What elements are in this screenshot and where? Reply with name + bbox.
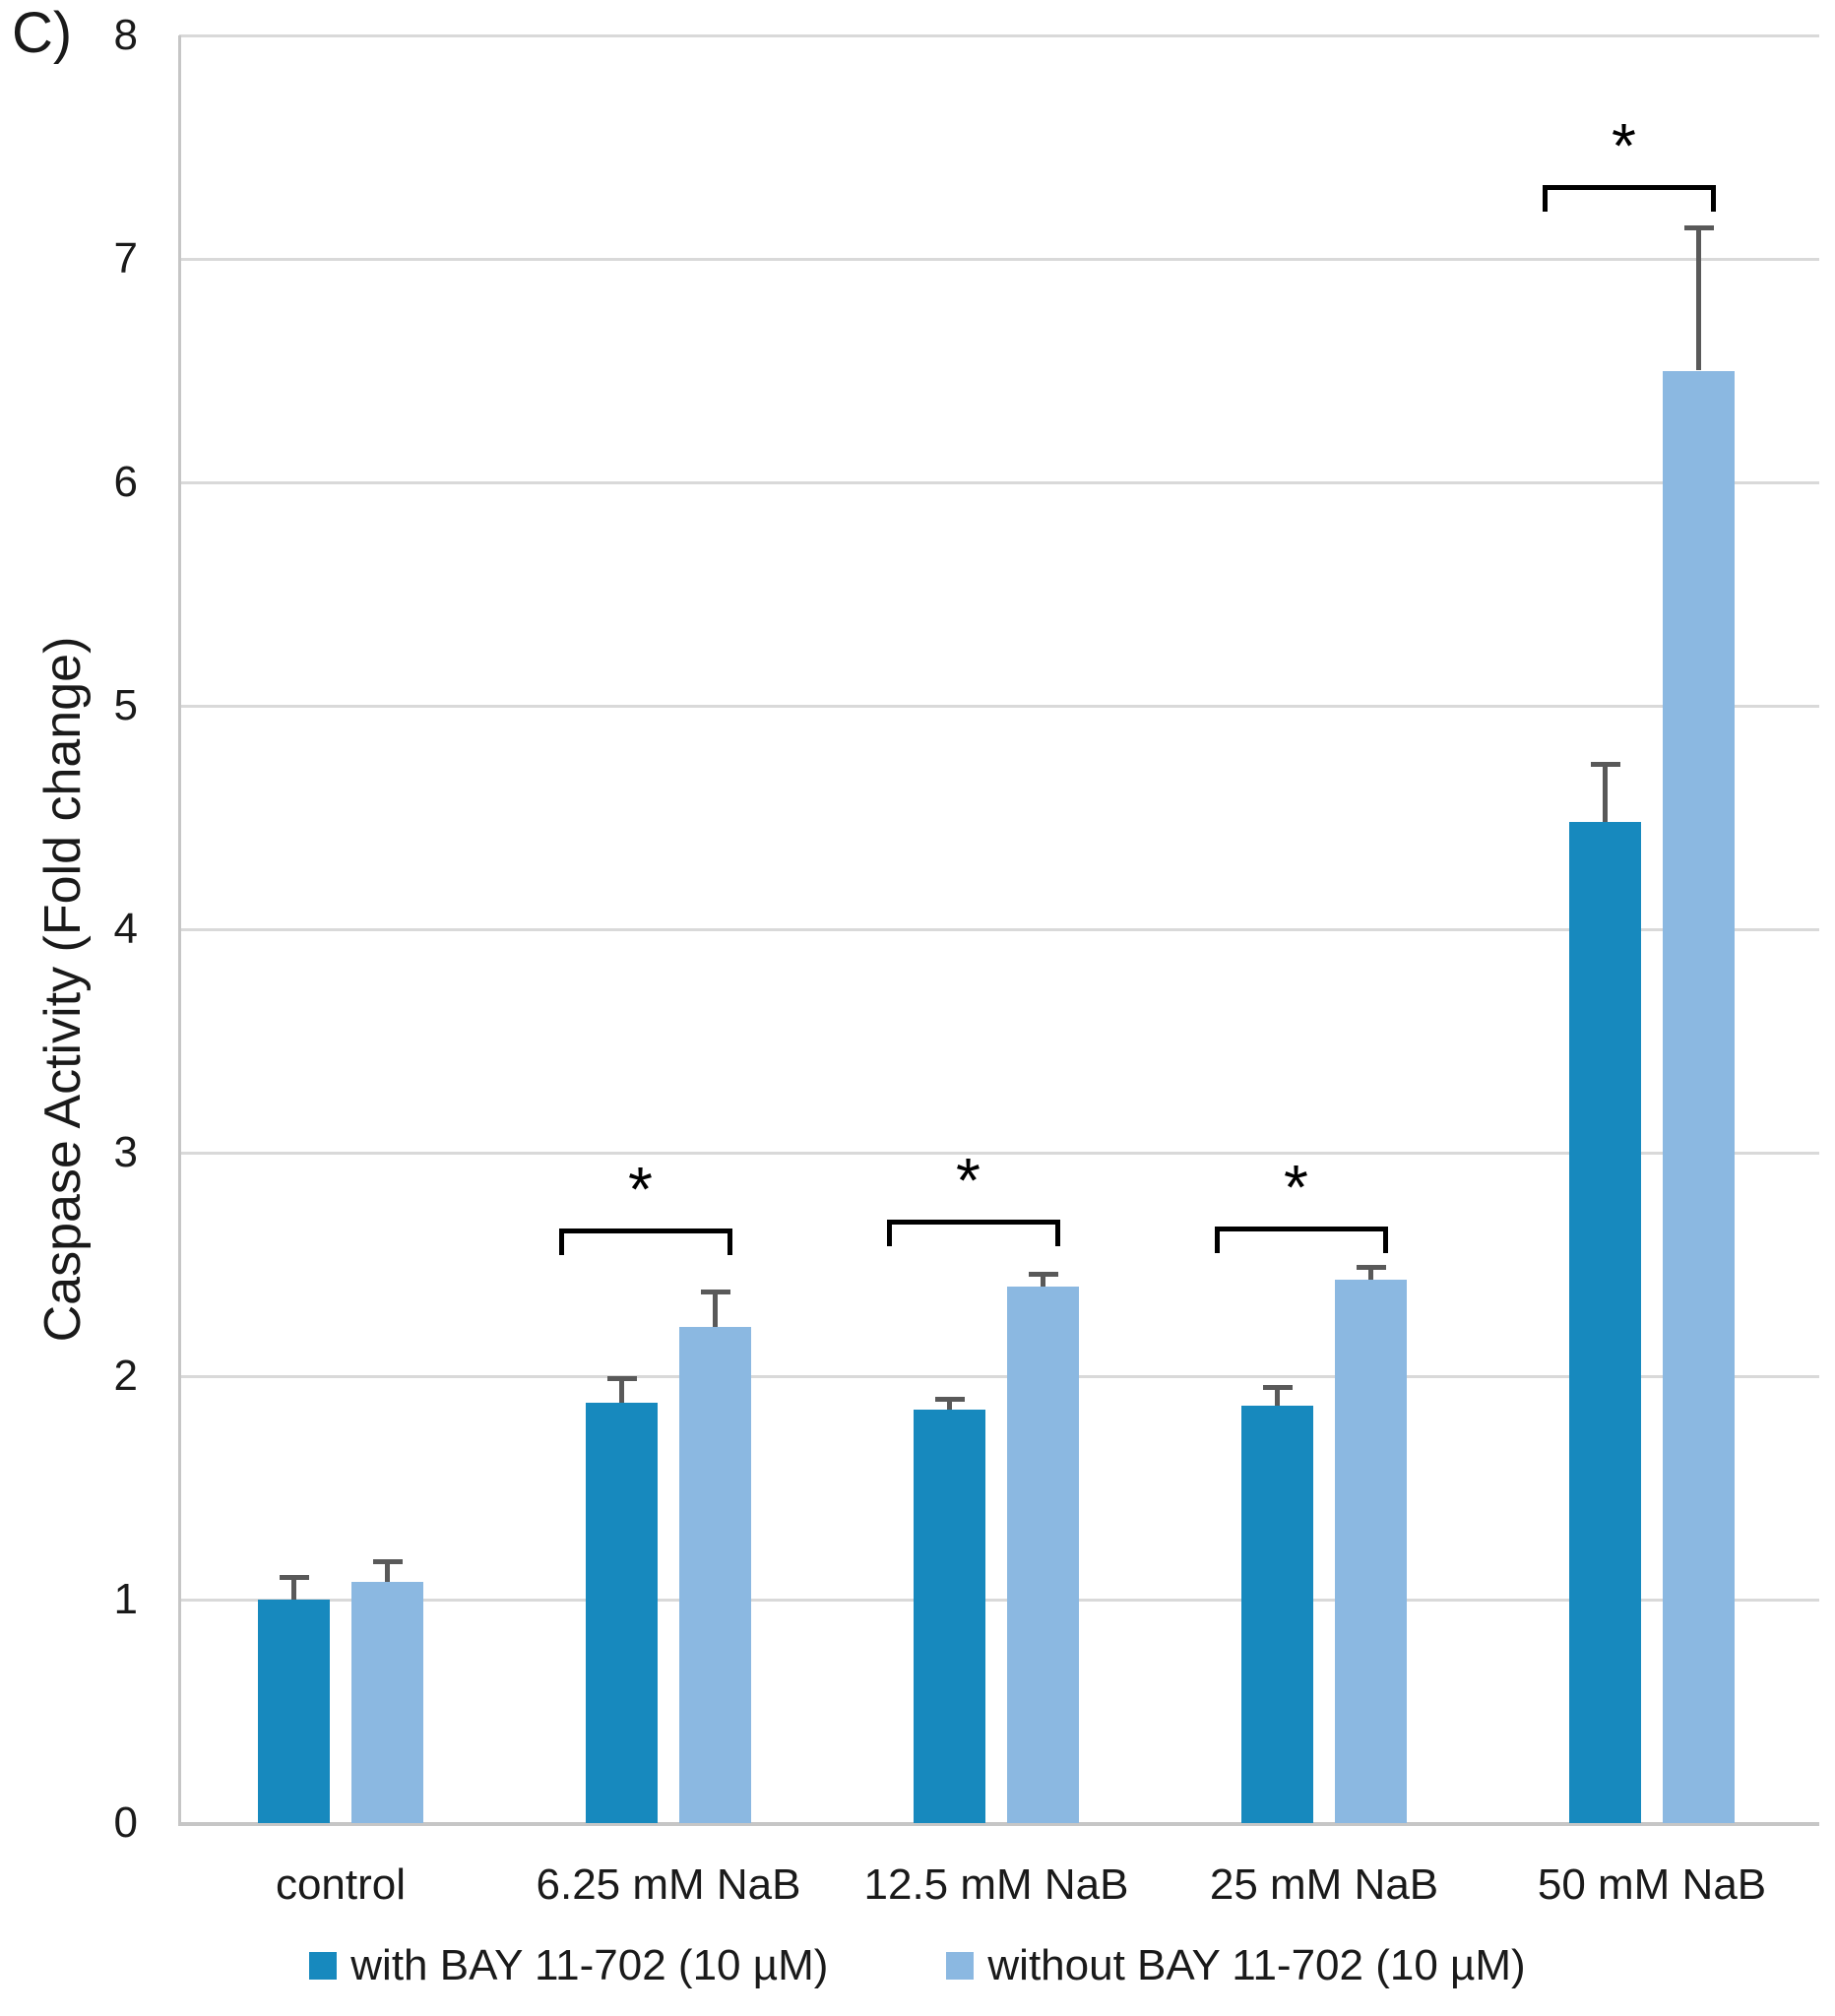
y-tick-label-1: 1 [113,1575,138,1623]
error-bar-cap [1262,1385,1293,1391]
error-bar-cap [700,1289,730,1294]
legend-label: with BAY 11-702 (10 µM) [350,1941,829,1989]
x-axis-label-4: 25 mM NaB [1209,1860,1439,1909]
error-bar-line [947,1398,952,1411]
legend-swatch-icon [309,1952,338,1980]
gridline-y7 [179,258,1819,261]
x-axis-label-5: 50 mM NaB [1537,1860,1767,1909]
y-tick-label-0: 0 [113,1798,138,1847]
bar-with-bay-5 [1569,822,1641,1823]
bar-without-bay-2 [679,1327,751,1823]
y-tick-label-4: 4 [113,905,138,953]
gridline-y8 [179,34,1819,37]
error-bar-line [1275,1387,1280,1406]
x-axis-label-3: 12.5 mM NaB [863,1860,1129,1909]
error-bar-line [1041,1273,1045,1288]
gridline-y5 [179,705,1819,708]
error-bar-cap [279,1575,309,1581]
error-bar-line [713,1291,718,1328]
x-axis-label-1: control [275,1860,407,1909]
error-bar-line [385,1561,390,1582]
error-bar-line [1368,1266,1373,1281]
significance-bracket-2 [886,1220,1060,1247]
y-tick-label-2: 2 [113,1352,138,1400]
legend-item-without-bay: without BAY 11-702 (10 µM) [946,1941,1526,1990]
significance-asterisk-4: * [1612,110,1636,182]
bar-with-bay-4 [1241,1405,1313,1823]
gridline-y3 [179,1152,1819,1155]
legend: with BAY 11-702 (10 µM) without BAY 11-70… [0,1941,1835,1990]
error-bar-cap [1590,762,1620,768]
bar-with-bay-3 [914,1410,985,1823]
y-tick-label-3: 3 [113,1128,138,1176]
error-bar-cap [1028,1271,1058,1277]
significance-bracket-4 [1542,185,1716,213]
gridline-y4 [179,928,1819,931]
x-axis-label-2: 6.25 mM NaB [536,1860,801,1909]
legend-label: without BAY 11-702 (10 µM) [987,1941,1526,1989]
bar-with-bay-1 [258,1600,330,1823]
y-axis-title: Caspase Activity (Fold change) [34,636,92,1343]
x-axis-line [179,1822,1819,1826]
bar-without-bay-1 [351,1581,423,1823]
error-bar-line [1603,764,1608,823]
significance-asterisk-3: * [1284,1151,1308,1223]
error-bar-cap [1356,1264,1386,1270]
error-bar-line [619,1378,624,1404]
y-axis-line [178,35,181,1826]
bar-without-bay-4 [1335,1280,1407,1823]
error-bar-line [291,1577,296,1600]
legend-swatch-icon [946,1952,975,1980]
y-tick-label-6: 6 [113,458,138,506]
significance-bracket-3 [1214,1226,1388,1253]
bar-without-bay-5 [1663,370,1735,1823]
bar-with-bay-2 [586,1403,658,1823]
significance-asterisk-1: * [628,1154,653,1226]
error-bar-cap [372,1559,403,1565]
bar-without-bay-3 [1007,1287,1079,1823]
panel-label: C) [12,1,73,65]
gridline-y6 [179,481,1819,484]
y-tick-label-7: 7 [113,234,138,283]
significance-bracket-1 [558,1228,732,1256]
gridline-y1 [179,1599,1819,1602]
gridline-y2 [179,1375,1819,1378]
legend-item-with-bay: with BAY 11-702 (10 µM) [309,1941,828,1990]
y-tick-label-8: 8 [113,11,138,59]
error-bar-cap [606,1376,637,1382]
error-bar-line [1696,227,1701,371]
significance-asterisk-2: * [956,1145,981,1217]
error-bar-cap [1683,225,1714,231]
y-tick-label-5: 5 [113,681,138,729]
error-bar-cap [934,1396,965,1402]
